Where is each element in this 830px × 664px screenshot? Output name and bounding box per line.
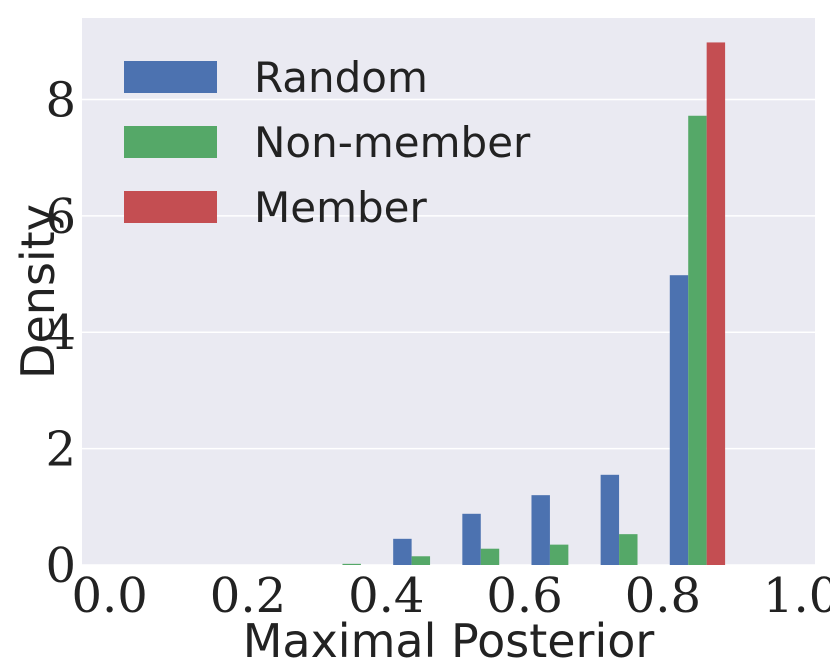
y-axis-title: Density: [11, 204, 65, 379]
bar-non-member: [549, 544, 569, 565]
legend-swatch: [124, 61, 217, 93]
bar-non-member: [619, 534, 638, 565]
x-axis-title: Maximal Posterior: [243, 614, 655, 664]
bar-random: [462, 513, 481, 565]
legend: Random Non-member Member: [124, 53, 531, 232]
x-tick-label: 0.2: [210, 568, 286, 624]
y-tick-label: 2: [45, 422, 76, 478]
bar-non-member: [688, 115, 707, 565]
y-tick-label: 8: [45, 72, 76, 128]
bar-non-member: [411, 556, 431, 565]
x-tick-label: 0.4: [348, 568, 424, 624]
x-tick-label: 0.6: [486, 568, 562, 624]
bar-member: [706, 42, 726, 565]
x-tick-label: 0.0: [71, 568, 147, 624]
legend-swatch: [124, 191, 217, 223]
bar-random: [600, 474, 620, 565]
bar-non-member: [480, 548, 500, 565]
bar-random: [393, 538, 412, 565]
y-tick-labels: 0 2 4 6 8: [45, 72, 76, 594]
bars: [342, 42, 726, 565]
legend-label: Member: [254, 183, 427, 232]
y-tick-label: 6: [45, 189, 76, 245]
bar-random: [669, 275, 689, 565]
x-tick-label: 0.8: [625, 568, 701, 624]
bar-random: [531, 495, 550, 565]
bar-non-member: [342, 563, 361, 565]
x-tick-labels: 0.0 0.2 0.4 0.6 0.8 1.0: [71, 568, 830, 624]
legend-label: Random: [254, 53, 428, 102]
x-tick-label: 1.0: [763, 568, 830, 624]
legend-label: Non-member: [254, 118, 531, 167]
legend-swatch: [124, 126, 217, 158]
y-tick-label: 4: [45, 305, 76, 361]
y-tick-label: 0: [45, 538, 76, 594]
